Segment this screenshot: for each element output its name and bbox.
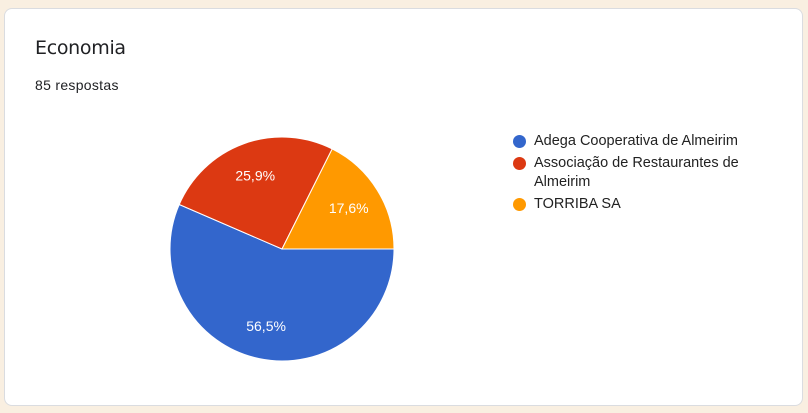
pie-slice[interactable] — [169, 203, 395, 362]
slice-data-label: 56,5% — [246, 318, 286, 334]
legend-swatch-icon — [513, 157, 526, 170]
legend-item[interactable]: TORRIBA SA — [510, 195, 770, 214]
legend-item[interactable]: Adega Cooperativa de Almeirim — [510, 132, 770, 151]
pie-slice[interactable] — [281, 148, 395, 250]
legend: Adega Cooperativa de Almeirim Associação… — [510, 132, 770, 217]
question-title: Economia — [35, 37, 126, 59]
legend-swatch-icon — [513, 198, 526, 211]
legend-swatch-icon — [513, 135, 526, 148]
chart-card: Economia 85 respostas — [4, 8, 803, 406]
legend-label: TORRIBA SA — [534, 196, 621, 212]
pie-slice[interactable] — [178, 136, 333, 250]
legend-label: Associação de Restaurantes de Almeirim — [534, 155, 739, 190]
slice-data-label: 17,6% — [329, 200, 369, 216]
response-count: 85 respostas — [35, 77, 119, 93]
slice-data-label: 25,9% — [235, 167, 275, 183]
legend-item[interactable]: Associação de Restaurantes de Almeirim — [510, 154, 770, 192]
legend-label: Adega Cooperativa de Almeirim — [534, 133, 738, 149]
